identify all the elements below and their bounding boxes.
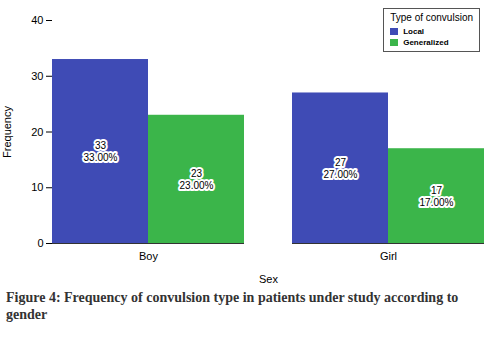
svg-text:30: 30 <box>31 70 43 82</box>
svg-text:40: 40 <box>31 14 43 26</box>
svg-text:3333.00%: 3333.00% <box>84 140 118 163</box>
svg-text:Girl: Girl <box>380 250 397 262</box>
svg-text:0: 0 <box>37 237 43 249</box>
svg-text:20: 20 <box>31 126 43 138</box>
svg-text:2727.00%: 2727.00% <box>324 157 358 180</box>
html-text:Type of convulsion: Type of convulsion <box>390 12 473 23</box>
svg-text:10: 10 <box>31 181 43 193</box>
svg-text:Sex: Sex <box>259 273 278 285</box>
html-text:Generalized: Generalized <box>403 38 449 47</box>
svg-text:2323.00%: 2323.00% <box>180 168 214 191</box>
html-text:Figure 4: Frequency of convuls: Figure 4: Frequency of convulsion type i… <box>6 290 459 322</box>
svg-text:1717.00%: 1717.00% <box>420 185 454 208</box>
svg-text:Frequency: Frequency <box>1 106 13 158</box>
svg-text:Boy: Boy <box>139 250 158 262</box>
html-text:Local: Local <box>403 27 425 36</box>
